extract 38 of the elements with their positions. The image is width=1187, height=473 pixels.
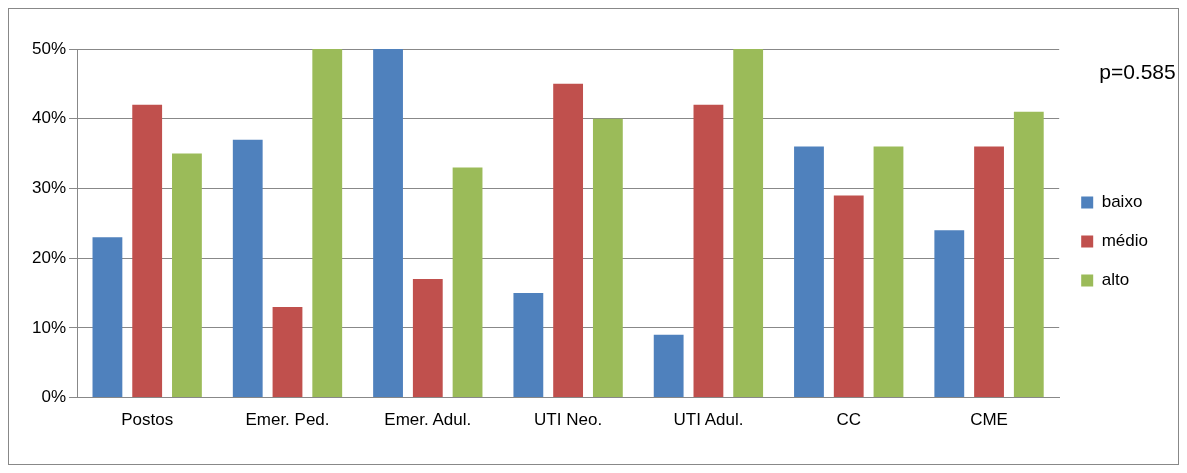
bar [412,279,443,398]
x-tick-label: UTI Adul. [673,410,744,430]
x-tick-label: Emer. Adul. [384,410,472,430]
text: p=0.585 [1099,59,1176,83]
bar [974,146,1004,398]
legend-label: alto [1101,270,1130,290]
bar [592,118,623,398]
x-tick-label: Postos [121,410,174,430]
bar [232,139,263,398]
bar [794,146,824,398]
bar [873,146,904,398]
bar [934,230,965,398]
bar [373,49,403,398]
bar [513,293,544,398]
y-tick-label: 30% [31,178,67,198]
bar [452,167,483,398]
bar [312,49,343,398]
bar [132,104,163,398]
legend-label: baixo [1101,192,1143,212]
legend-label: médio [1101,231,1149,251]
bar [693,104,724,398]
bar [553,83,584,398]
x-tick-label: Emer. Ped. [245,410,330,430]
y-tick-label: 20% [31,247,67,267]
y-tick-label: 50% [31,38,67,58]
y-tick-label: 10% [31,317,67,337]
bar [833,195,864,398]
bar [1013,111,1044,398]
x-tick-label: CC [836,410,862,430]
bar [733,49,764,398]
y-tick-label: 0% [41,387,67,407]
x-tick-label: CME [970,410,1008,430]
x-tick-label: UTI Neo. [534,410,603,430]
bar [272,306,303,398]
bar [172,153,202,398]
bar [653,334,684,398]
bar [92,237,123,398]
y-tick-label: 40% [31,108,67,128]
